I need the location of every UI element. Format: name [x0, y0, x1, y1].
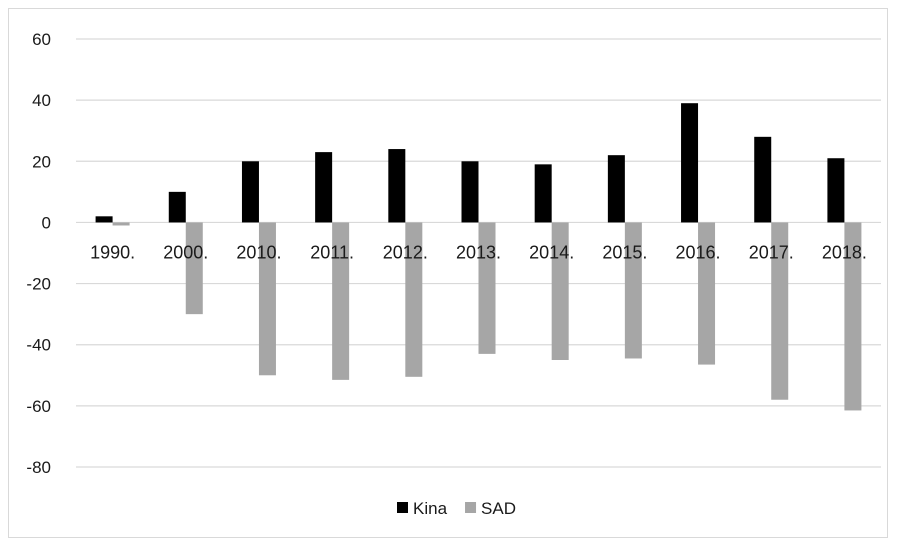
- bar-sad-2013: [478, 222, 496, 354]
- bar-sad-1990: [112, 222, 130, 226]
- bar-sad-2010: [258, 222, 276, 376]
- y-tick-label: -40: [26, 336, 51, 355]
- bar-kina-2015: [607, 155, 625, 223]
- x-category-label: 2015.: [602, 242, 647, 262]
- bar-sad-2016: [698, 222, 716, 365]
- y-tick-label: 40: [32, 91, 51, 110]
- y-tick-label: 60: [32, 30, 51, 49]
- bar-sad-2014: [551, 222, 569, 360]
- bar-kina-2010: [241, 161, 259, 223]
- x-category-label: 2014.: [529, 242, 574, 262]
- bar-sad-2000: [185, 222, 203, 315]
- legend-label-sad: SAD: [481, 499, 516, 518]
- bar-kina-2013: [461, 161, 479, 223]
- bar-kina-2000: [168, 191, 186, 223]
- bar-kina-2012: [388, 149, 406, 223]
- x-category-label: 2016.: [676, 242, 721, 262]
- y-tick-label: -20: [26, 275, 51, 294]
- legend-swatch-kina: [397, 502, 408, 513]
- x-category-label: 2017.: [749, 242, 794, 262]
- bar-sad-2017: [771, 222, 789, 400]
- chart-frame: 60 40 20 0 -20 -40 -60 -80 1990. 2000. 2010. 2011.…: [8, 8, 888, 538]
- bar-chart: 60 40 20 0 -20 -40 -60 -80 1990. 2000. 2010. 2011.…: [26, 30, 881, 518]
- bar-sad-2011: [332, 222, 350, 380]
- y-tick-label: -60: [26, 397, 51, 416]
- x-category-label: 2000.: [163, 242, 208, 262]
- legend-label-kina: Kina: [413, 499, 448, 518]
- x-category-label: 2012.: [383, 242, 428, 262]
- y-tick-label: 0: [42, 213, 51, 232]
- x-axis-categories: 1990. 2000. 2010. 2011. 2012. 2013. 2014. 2015.…: [90, 242, 867, 262]
- bar-kina-2014: [534, 164, 552, 223]
- y-tick-label: 20: [32, 152, 51, 171]
- x-category-label: 1990.: [90, 242, 135, 262]
- bar-kina-2018: [827, 158, 845, 223]
- x-category-label: 2010.: [236, 242, 281, 262]
- x-category-label: 2013.: [456, 242, 501, 262]
- bar-sad-2012: [405, 222, 423, 377]
- bar-sad-2015: [624, 222, 642, 359]
- y-axis-ticks: 60 40 20 0 -20 -40 -60 -80: [26, 30, 51, 477]
- bar-kina-2011: [315, 152, 333, 223]
- bar-kina-1990: [95, 216, 113, 223]
- x-category-label: 2011.: [310, 242, 354, 262]
- bar-kina-2017: [754, 136, 772, 223]
- y-tick-label: -80: [26, 458, 51, 477]
- bar-sad-2018: [844, 222, 862, 411]
- bar-kina-2016: [681, 103, 699, 223]
- x-category-label: 2018.: [822, 242, 867, 262]
- legend: Kina SAD: [397, 499, 516, 518]
- legend-swatch-sad: [465, 502, 477, 513]
- bars: [95, 103, 862, 411]
